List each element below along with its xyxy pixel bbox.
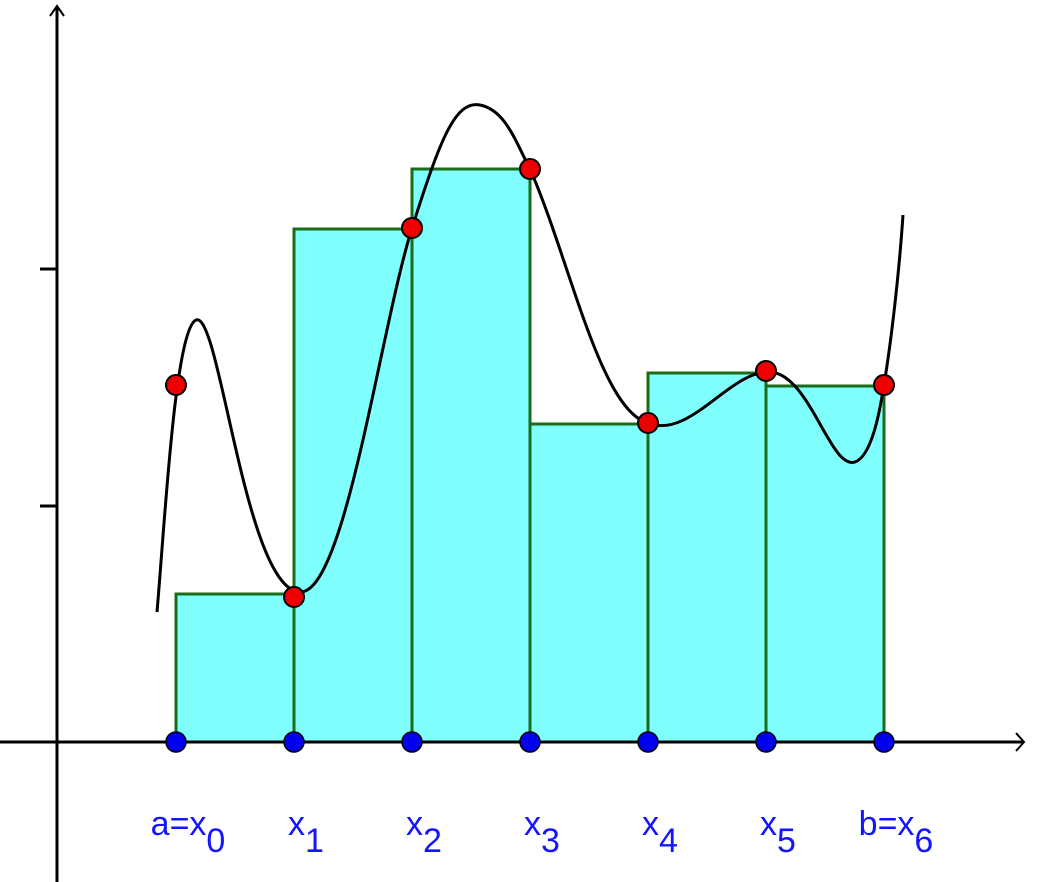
point-label: x2 [406, 805, 442, 860]
rectangle [646, 371, 768, 744]
label-subscript: 6 [914, 822, 933, 860]
point-label: x5 [760, 805, 796, 860]
partition-point [519, 731, 541, 753]
rectangle [410, 167, 532, 744]
label-subscript: 5 [777, 822, 796, 860]
partition-point [165, 731, 187, 753]
rectangle [764, 384, 886, 744]
sample-point [519, 158, 541, 180]
point-label: x3 [524, 805, 560, 860]
x-arrow [1015, 732, 1026, 752]
sample-point [165, 374, 187, 396]
point-label: b=x6 [859, 805, 934, 860]
label-main: x [642, 805, 659, 843]
label-main: b=x [859, 805, 915, 843]
label-main: a=x [151, 805, 207, 843]
label-subscript: 0 [206, 822, 225, 860]
label-main: x [524, 805, 541, 843]
rectangles [174, 167, 886, 744]
point-label: a=x0 [151, 805, 226, 860]
curve [155, 103, 905, 613]
point-label: x4 [642, 805, 678, 860]
label-main: x [406, 805, 423, 843]
sample-point [283, 586, 305, 608]
label-main: x [760, 805, 777, 843]
label-subscript: 1 [305, 822, 324, 860]
partition-point [401, 731, 423, 753]
label-subscript: 4 [659, 822, 678, 860]
rectangle [174, 592, 296, 744]
rectangle [528, 422, 650, 744]
labels: a=x0 x1 x2 x3 x4 x5 b=x6 [151, 805, 934, 860]
label-main: x [288, 805, 305, 843]
sample-points [165, 158, 895, 608]
sample-point [755, 360, 777, 382]
sample-point [401, 217, 423, 239]
partition-point [637, 731, 659, 753]
point-label: x1 [288, 805, 324, 860]
label-subscript: 2 [423, 822, 442, 860]
label-subscript: 3 [541, 822, 560, 860]
sample-point [873, 374, 895, 396]
partition-point [283, 731, 305, 753]
partition-points [165, 731, 895, 753]
partition-point [873, 731, 895, 753]
y-arrow [49, 4, 65, 17]
partition-point [755, 731, 777, 753]
sample-point [637, 412, 659, 434]
